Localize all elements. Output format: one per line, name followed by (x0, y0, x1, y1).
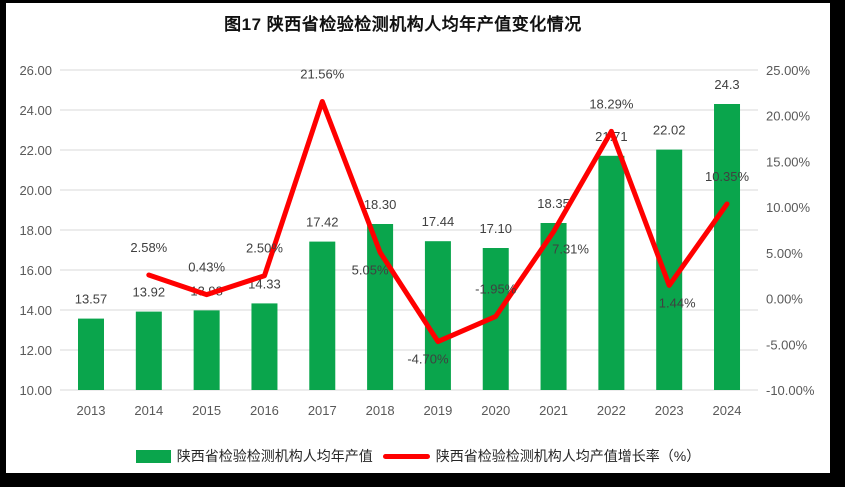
bar-label-2017: 17.42 (306, 215, 339, 230)
bar-label-2014: 13.92 (133, 285, 166, 300)
bar-label-2013: 13.57 (75, 292, 108, 307)
legend-line-swatch-icon (382, 453, 430, 459)
x-axis-label-2015: 2015 (192, 403, 221, 418)
chart-title: 图17 陕西省检验检测机构人均年产值变化情况 (224, 15, 582, 34)
right-axis-tick: 20.00% (766, 109, 811, 124)
x-axis-label-2016: 2016 (250, 403, 279, 418)
line-label-2019: -4.70% (407, 352, 449, 367)
right-axis-tick: -5.00% (766, 337, 808, 352)
x-axis-label-2024: 2024 (713, 403, 742, 418)
line-label-2024: 10.35% (705, 169, 750, 184)
bar-2021 (540, 223, 567, 390)
x-axis-label-2023: 2023 (655, 403, 684, 418)
right-axis-tick: 10.00% (766, 200, 811, 215)
line-label-2018: 5.05% (352, 262, 389, 277)
bar-label-2018: 18.30 (364, 197, 397, 212)
line-label-2023: 1.44% (659, 295, 696, 310)
x-axis-label-2018: 2018 (366, 403, 395, 418)
bar-2022 (598, 155, 625, 390)
line-label-2016: 2.50% (246, 241, 283, 256)
bar-2014 (135, 311, 162, 390)
bar-2019 (424, 241, 451, 390)
legend-line-label: 陕西省检验检测机构人均产值增长率（%） (435, 448, 701, 464)
bar-label-2015: 13.98 (190, 283, 223, 298)
line-label-2020: -1.95% (475, 281, 517, 296)
right-axis-tick: -10.00% (766, 383, 815, 398)
chart-canvas: 图17 陕西省检验检测机构人均年产值变化情况 26.00 24.00 22.00 20… (6, 3, 830, 473)
bar-2017 (309, 241, 336, 390)
left-axis-tick: 20.00 (19, 183, 52, 198)
line-label-2017: 21.56% (300, 66, 345, 81)
right-axis-tick: 0.00% (766, 292, 803, 307)
left-axis-tick: 18.00 (19, 223, 52, 238)
bar-label-2024: 24.3 (714, 77, 739, 92)
left-axis-tick: 16.00 (19, 263, 52, 278)
x-axis-label-2020: 2020 (481, 403, 510, 418)
x-axis-label-2022: 2022 (597, 403, 626, 418)
line-label-2022: 18.29% (589, 96, 634, 111)
bar-label-2019: 17.44 (422, 214, 455, 229)
right-axis-tick: 25.00% (766, 63, 811, 78)
left-axis-tick: 26.00 (19, 63, 52, 78)
legend: 陕西省检验检测机构人均年产值 陕西省检验检测机构人均产值增长率（%） (6, 446, 830, 466)
bar-2013 (78, 318, 104, 390)
x-axis-label-2021: 2021 (539, 403, 568, 418)
left-axis-tick: 24.00 (19, 103, 52, 118)
bar-label-2020: 17.10 (479, 221, 512, 236)
line-label-2015: 0.43% (188, 260, 225, 275)
growth-rate-line (146, 98, 730, 345)
combo-chart: 26.00 24.00 22.00 20.00 18.00 16.00 14.00 12.00… (19, 63, 815, 418)
left-axis-tick: 14.00 (19, 303, 52, 318)
bar-2015 (193, 310, 220, 390)
left-axis-tick: 22.00 (19, 143, 52, 158)
left-axis-tick: 10.00 (19, 383, 52, 398)
line-label-2014: 2.58% (130, 240, 167, 255)
legend-bar-swatch-icon (135, 449, 171, 463)
bar-label-2021: 18.35 (537, 196, 570, 211)
line-label-2021: 7.31% (552, 242, 589, 257)
right-axis-tick: 5.00% (766, 246, 803, 261)
bar-label-2023: 22.02 (653, 123, 686, 138)
x-axis-label-2017: 2017 (308, 403, 337, 418)
x-axis-label-2013: 2013 (77, 403, 106, 418)
bar-2024 (714, 104, 741, 390)
left-axis-tick: 12.00 (19, 343, 52, 358)
legend-bar-label: 陕西省检验检测机构人均年产值 (176, 448, 373, 464)
x-axis-label-2014: 2014 (134, 403, 163, 418)
bar-2016 (251, 303, 278, 390)
right-axis-tick: 15.00% (766, 154, 811, 169)
x-axis-label-2019: 2019 (423, 403, 452, 418)
